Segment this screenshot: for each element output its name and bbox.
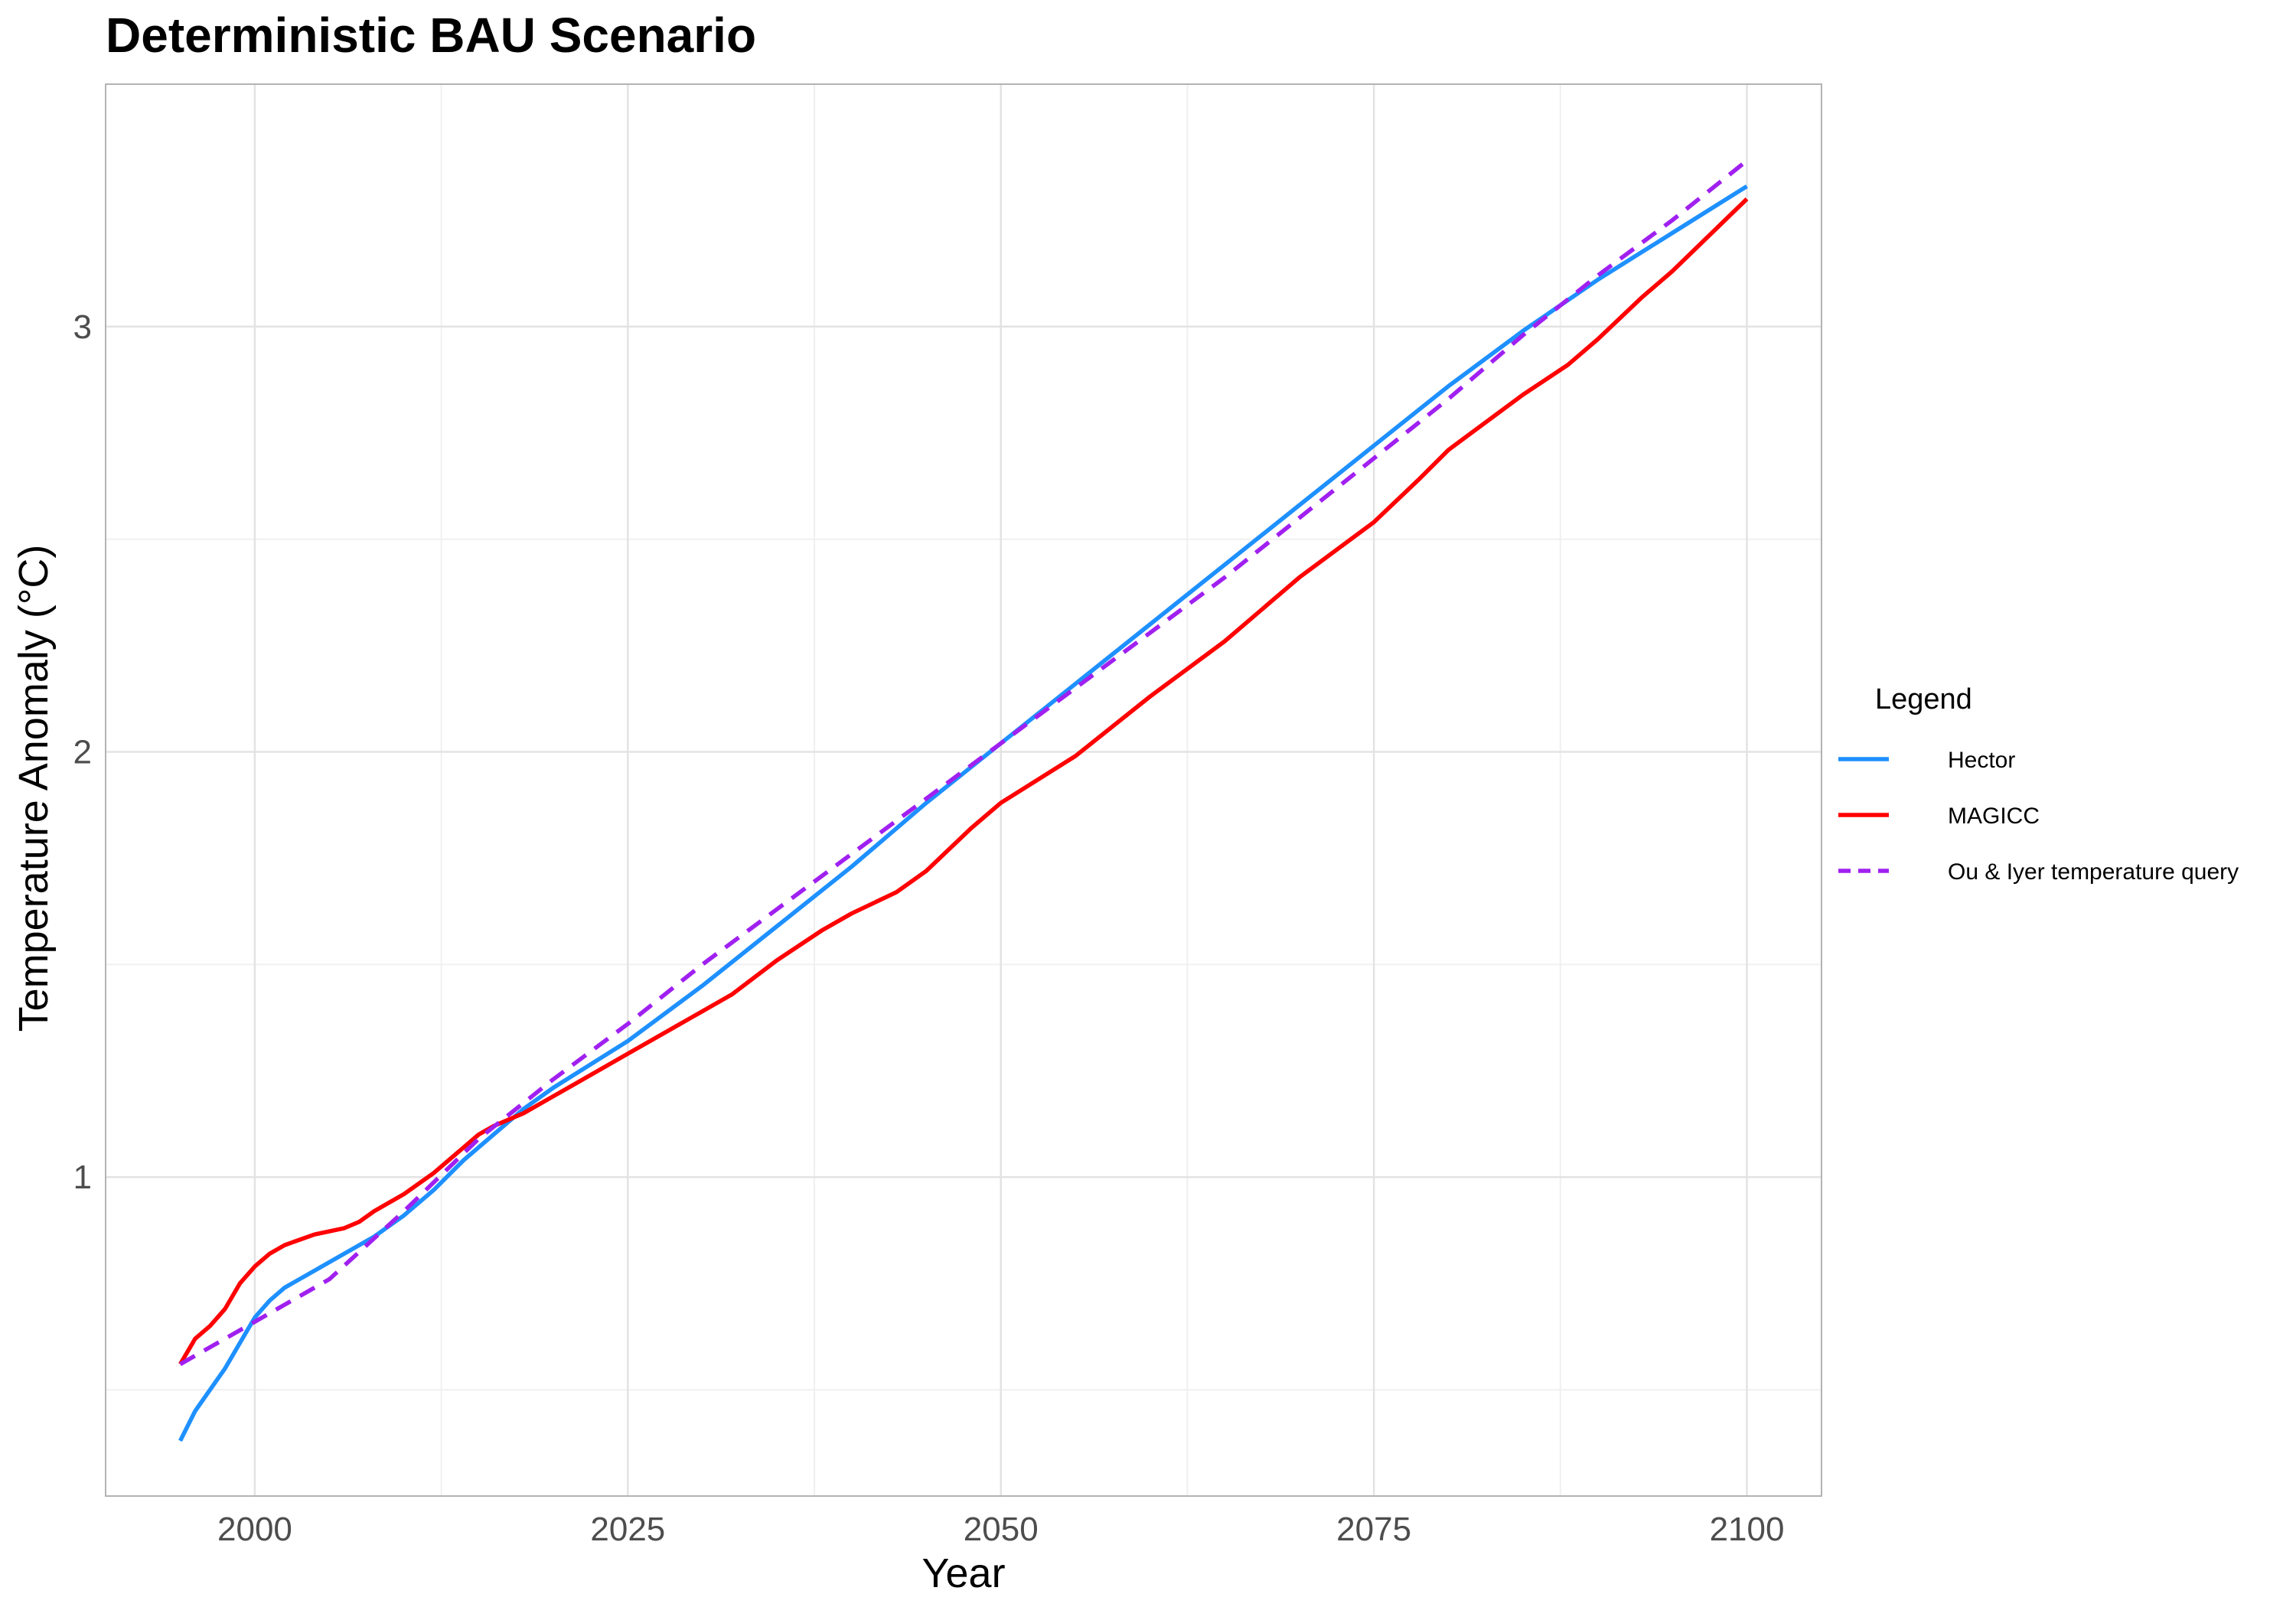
series-lines [178, 158, 1749, 1442]
x-tick-label: 2050 [964, 1511, 1039, 1548]
y-axis-title: Temperature Anomaly (°C) [11, 545, 57, 1032]
legend-items: Hector MAGICC Ou & Iyer temperature query [1838, 748, 2239, 885]
legend-label: Ou & Iyer temperature query [1948, 859, 2239, 885]
y-tick-label: 3 [73, 308, 92, 346]
legend-title: Legend [1875, 683, 1972, 715]
x-tick-label: 2075 [1336, 1511, 1411, 1548]
series-line-magicc [178, 197, 1749, 1366]
series-line-hector [178, 184, 1748, 1442]
major-gridlines [106, 84, 1821, 1496]
plot-border [105, 83, 1822, 1497]
y-tick-label: 2 [73, 733, 92, 771]
plot-panel [105, 83, 1822, 1497]
minor-gridlines [106, 84, 1821, 1496]
x-axis-ticks: 2000 2025 2050 2075 2100 [217, 1511, 1784, 1548]
chart-title: Deterministic BAU Scenario [106, 8, 756, 63]
y-axis-ticks: 1 2 3 [73, 308, 92, 1196]
x-axis-title: Year [921, 1550, 1005, 1596]
y-tick-label: 1 [73, 1159, 92, 1196]
legend-label: Hector [1948, 748, 2015, 773]
legend: Legend Hector MAGICC Ou & Iyer temperature… [1838, 683, 2239, 885]
x-tick-label: 2025 [590, 1511, 665, 1548]
x-tick-label: 2000 [217, 1511, 292, 1548]
legend-label: MAGICC [1948, 804, 2040, 829]
x-tick-label: 2100 [1710, 1511, 1785, 1548]
